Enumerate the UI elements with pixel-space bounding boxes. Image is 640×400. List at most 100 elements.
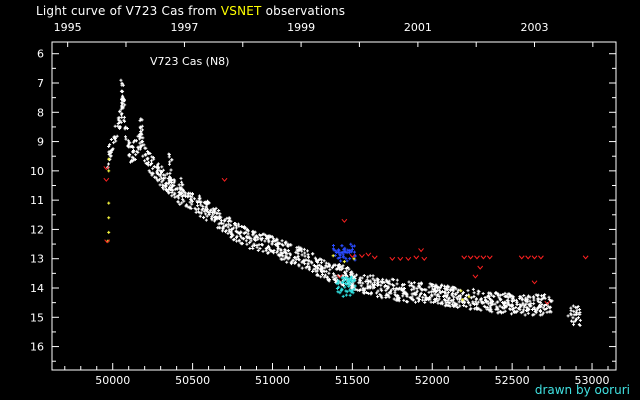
visual-observation-point [110, 147, 114, 151]
ccd_blue-observation-point [350, 247, 354, 251]
visual-observation-point [446, 290, 450, 294]
visual-observation-point [221, 222, 225, 226]
visual-observation-point [138, 141, 142, 145]
visual-observation-point [454, 293, 458, 297]
ccd_blue-observation-point [336, 256, 340, 260]
visual-observation-point [498, 304, 502, 308]
visual-observation-point [300, 266, 304, 270]
visual-observation-point [529, 302, 533, 306]
visual-observation-point [143, 159, 147, 163]
visual-observation-point [180, 180, 184, 184]
visual-observation-point [548, 306, 552, 310]
visual-observation-point [475, 297, 479, 301]
visual-observation-point [404, 300, 408, 304]
visual-observation-point [274, 238, 278, 242]
upper-limit-marker [397, 256, 404, 261]
visual-observation-point [416, 284, 420, 288]
visual-observation-point [140, 140, 144, 144]
visual-observation-point [140, 118, 144, 122]
visual-observation-point [293, 255, 297, 259]
visual-observation-point [162, 176, 166, 180]
visual-observation-point [445, 295, 449, 299]
visual-observation-point [362, 291, 366, 295]
visual-observation-point [259, 234, 263, 238]
visual-observation-point [457, 294, 461, 298]
visual-observation-point [525, 306, 529, 310]
visual-observation-point [167, 191, 171, 195]
visual-observation-point [495, 300, 499, 304]
visual-observation-point [236, 222, 240, 226]
ccd_cyan-observation-point [341, 294, 345, 298]
x-tick-label: 52000 [415, 374, 450, 387]
visual-observation-point [515, 302, 519, 306]
visual-observation-point [443, 290, 447, 294]
visual-observation-point [462, 300, 466, 304]
visual-observation-point [421, 295, 425, 299]
visual-observation-point [393, 290, 397, 294]
visual-observation-point [443, 304, 447, 308]
visual-observation-point [313, 256, 317, 260]
ccd_cyan-observation-point [348, 293, 352, 297]
visual-observation-point [246, 229, 250, 233]
visual-observation-point [284, 240, 288, 244]
visual-observation-point [164, 182, 168, 186]
visual-observation-point [131, 156, 135, 160]
visual-observation-point [510, 298, 514, 302]
visual-observation-point [126, 139, 130, 143]
visual-observation-point [140, 128, 144, 132]
visual-observation-point [166, 177, 170, 181]
visual-observation-point [107, 144, 111, 148]
visual-observation-point [123, 103, 127, 107]
visual-observation-point [294, 257, 298, 261]
visual-observation-point [267, 239, 271, 243]
visual-observation-point [217, 222, 221, 226]
visual-observation-point [197, 207, 201, 211]
visual-observation-point [274, 243, 278, 247]
visual-observation-point [202, 200, 206, 204]
visual-observation-point [199, 211, 203, 215]
y-tick-label: 11 [30, 194, 44, 207]
visual-observation-point [476, 289, 480, 293]
visual-observation-point [379, 294, 383, 298]
visual-observation-point [196, 204, 200, 208]
visual-observation-point [120, 101, 124, 105]
visual-observation-point [239, 241, 243, 245]
x-tick-label: 51500 [335, 374, 370, 387]
visual-observation-point [572, 309, 576, 313]
year-tick-label: 1999 [287, 21, 315, 34]
visual-observation-point [399, 286, 403, 290]
visual-observation-point [347, 267, 351, 271]
visual-observation-point [116, 121, 120, 125]
upper-limit-marker [518, 255, 525, 260]
visual-observation-point [323, 273, 327, 277]
visual-observation-point [341, 264, 345, 268]
visual-observation-point [245, 242, 249, 246]
visual-observation-point [161, 168, 165, 172]
visual-observation-point [113, 124, 117, 128]
visual-observation-point [286, 257, 290, 261]
visual-observation-point [233, 222, 237, 226]
ccd_cyan-observation-point [338, 291, 342, 295]
visual-observation-point [221, 227, 225, 231]
visual-observation-point [224, 223, 228, 227]
visual-observation-point [175, 194, 179, 198]
visual-observation-point [135, 149, 139, 153]
visual-observation-point [448, 304, 452, 308]
visual-observation-point [220, 219, 224, 223]
ccd_blue-observation-point [347, 251, 351, 255]
visual-observation-point [188, 200, 192, 204]
visual-observation-point [358, 281, 362, 285]
ccd_blue-observation-point [348, 257, 352, 261]
visual-observation-point [169, 186, 173, 190]
visual-observation-point [458, 304, 462, 308]
visual-observation-point [232, 226, 236, 230]
visual-observation-point [450, 292, 454, 296]
visual-observation-point [444, 288, 448, 292]
visual-observation-point [220, 229, 224, 233]
visual-observation-point [156, 166, 160, 170]
visual-observation-point [412, 287, 416, 291]
visual-observation-point [543, 308, 547, 312]
visual-observation-point [326, 278, 330, 282]
visual-observation-point [182, 193, 186, 197]
